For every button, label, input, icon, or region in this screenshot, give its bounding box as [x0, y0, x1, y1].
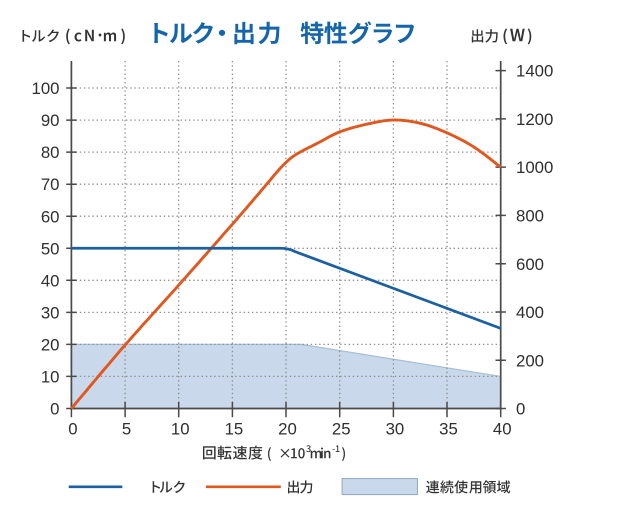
svg-text:1200: 1200	[516, 110, 553, 129]
svg-text:0: 0	[68, 420, 77, 439]
svg-text:1000: 1000	[516, 158, 553, 177]
svg-text:70: 70	[41, 175, 60, 194]
svg-text:40: 40	[493, 420, 512, 439]
svg-text:600: 600	[516, 255, 544, 274]
svg-text:35: 35	[439, 420, 458, 439]
svg-text:200: 200	[516, 351, 544, 370]
svg-text:40: 40	[41, 271, 60, 290]
svg-text:20: 20	[41, 336, 60, 355]
svg-text:15: 15	[225, 420, 244, 439]
svg-text:0: 0	[50, 400, 59, 419]
svg-text:80: 80	[41, 143, 60, 162]
svg-text:25: 25	[332, 420, 351, 439]
svg-text:1400: 1400	[516, 62, 553, 81]
svg-text:50: 50	[41, 239, 60, 258]
svg-text:60: 60	[41, 207, 60, 226]
svg-text:800: 800	[516, 207, 544, 226]
svg-text:10: 10	[171, 420, 190, 439]
svg-text:30: 30	[386, 420, 405, 439]
svg-text:5: 5	[122, 420, 131, 439]
svg-text:400: 400	[516, 303, 544, 322]
svg-text:90: 90	[41, 111, 60, 130]
svg-text:0: 0	[516, 400, 525, 419]
svg-text:30: 30	[41, 304, 60, 323]
svg-text:20: 20	[278, 420, 297, 439]
svg-text:10: 10	[41, 368, 60, 387]
svg-text:100: 100	[32, 79, 60, 98]
